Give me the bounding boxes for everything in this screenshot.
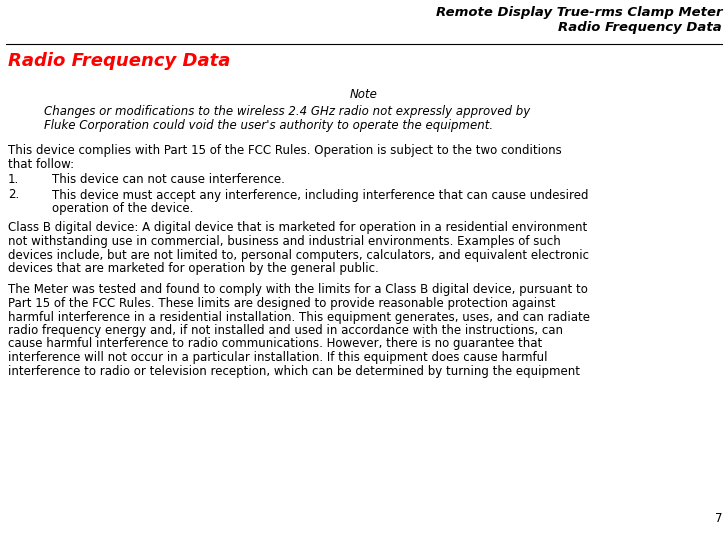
- Text: Changes or modifications to the wireless 2.4 GHz radio not expressly approved by: Changes or modifications to the wireless…: [44, 105, 530, 118]
- Text: interference will not occur in a particular installation. If this equipment does: interference will not occur in a particu…: [8, 351, 547, 364]
- Text: devices that are marketed for operation by the general public.: devices that are marketed for operation …: [8, 262, 379, 275]
- Text: This device complies with Part 15 of the FCC Rules. Operation is subject to the : This device complies with Part 15 of the…: [8, 144, 562, 157]
- Text: Note: Note: [350, 88, 378, 101]
- Text: harmful interference in a residential installation. This equipment generates, us: harmful interference in a residential in…: [8, 311, 590, 324]
- Text: Class B digital device: A digital device that is marketed for operation in a res: Class B digital device: A digital device…: [8, 222, 587, 235]
- Text: devices include, but are not limited to, personal computers, calculators, and eq: devices include, but are not limited to,…: [8, 248, 589, 262]
- Text: cause harmful interference to radio communications. However, there is no guarant: cause harmful interference to radio comm…: [8, 337, 542, 351]
- Text: Radio Frequency Data: Radio Frequency Data: [8, 52, 230, 70]
- Text: 7: 7: [714, 512, 722, 525]
- Text: The Meter was tested and found to comply with the limits for a Class B digital d: The Meter was tested and found to comply…: [8, 284, 588, 296]
- Text: operation of the device.: operation of the device.: [52, 202, 194, 215]
- Text: This device must accept any interference, including interference that can cause : This device must accept any interference…: [52, 189, 588, 201]
- Text: Remote Display True-rms Clamp Meter: Remote Display True-rms Clamp Meter: [435, 6, 722, 19]
- Text: radio frequency energy and, if not installed and used in accordance with the ins: radio frequency energy and, if not insta…: [8, 324, 563, 337]
- Text: 1.: 1.: [8, 173, 19, 186]
- Text: This device can not cause interference.: This device can not cause interference.: [52, 173, 285, 186]
- Text: 2.: 2.: [8, 189, 19, 201]
- Text: Radio Frequency Data: Radio Frequency Data: [558, 21, 722, 34]
- Text: Part 15 of the FCC Rules. These limits are designed to provide reasonable protec: Part 15 of the FCC Rules. These limits a…: [8, 297, 555, 310]
- Text: Fluke Corporation could void the user's authority to operate the equipment.: Fluke Corporation could void the user's …: [44, 118, 493, 132]
- Text: not withstanding use in commercial, business and industrial environments. Exampl: not withstanding use in commercial, busi…: [8, 235, 561, 248]
- Text: that follow:: that follow:: [8, 157, 74, 171]
- Text: interference to radio or television reception, which can be determined by turnin: interference to radio or television rece…: [8, 365, 580, 377]
